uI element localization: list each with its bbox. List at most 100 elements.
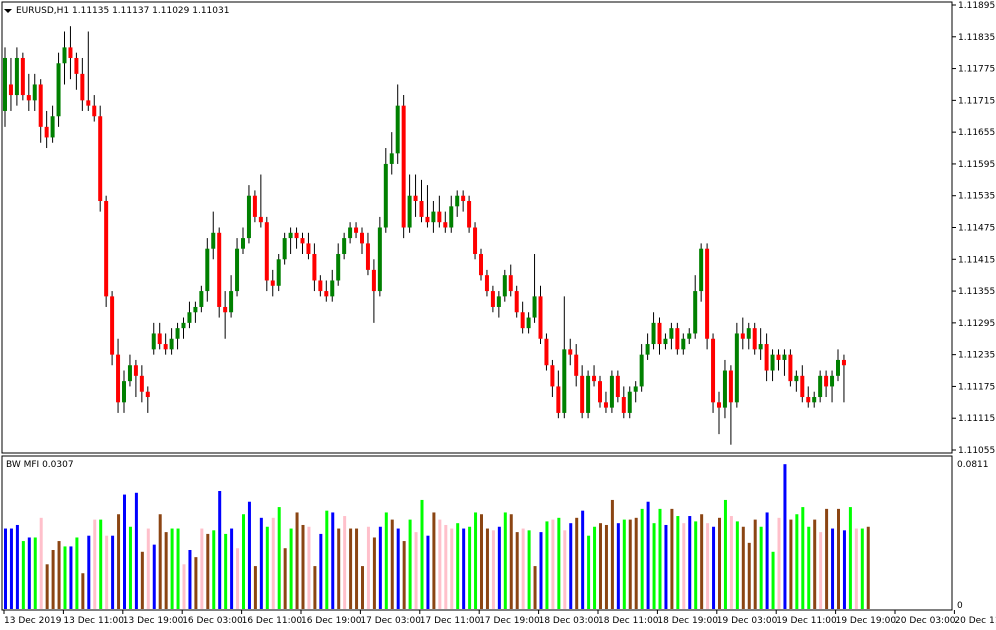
time-tick-label: 18 Dec 03:00 (539, 616, 600, 626)
candle-body (449, 206, 454, 228)
mfi-bar (63, 546, 67, 609)
mfi-bar (795, 514, 799, 609)
mfi-bar (140, 551, 144, 609)
candle-body (615, 375, 620, 398)
mfi-bar (384, 512, 388, 609)
candle-body (318, 280, 323, 292)
candle-body (532, 296, 537, 318)
mfi-bar (45, 564, 49, 609)
mfi-bar (480, 514, 483, 609)
candle-body (479, 253, 483, 276)
candle-body (514, 291, 519, 313)
candle-body (830, 375, 835, 387)
mfi-bar (759, 526, 763, 609)
candle-body (98, 116, 103, 202)
mfi-bar (491, 530, 495, 609)
candle-body (752, 328, 757, 350)
candlestick-series (3, 26, 846, 445)
mfi-bar (247, 501, 251, 609)
mfi-bar (307, 526, 311, 609)
mfi-bar (819, 532, 823, 609)
price-tick-label: 1.11775 (958, 65, 995, 75)
candle-body (544, 338, 549, 366)
mfi-bar (331, 512, 335, 609)
candle-body (38, 84, 43, 127)
price-tick-label: 1.11655 (958, 128, 995, 138)
mfi-bar (75, 537, 79, 609)
price-tick-label: 1.11295 (958, 319, 995, 329)
candle-body (782, 354, 787, 360)
mfi-bar (158, 514, 162, 609)
candle-body (592, 375, 597, 382)
price-tick-label: 1.11355 (958, 287, 995, 297)
mfi-bar (236, 548, 240, 609)
candle-body (538, 296, 543, 339)
candle-body (300, 238, 305, 244)
mfi-bar (438, 519, 442, 609)
candle-body (746, 328, 751, 339)
mfi-bar (539, 532, 543, 609)
candle-body (92, 105, 97, 117)
candle-body (693, 291, 698, 334)
indicator-title: BW MFI 0.0307 (6, 460, 74, 470)
mfi-bar (378, 526, 382, 609)
ohlc-readout: 1.11135 1.11137 1.11029 1.11031 (72, 6, 229, 16)
mfi-bar (569, 523, 573, 609)
mfi-bar (557, 517, 561, 609)
mfi-bar (718, 517, 721, 609)
mfi-bar (456, 523, 460, 609)
mfi-bar (670, 508, 674, 609)
mfi-bar (610, 499, 614, 609)
mfi-bar (735, 521, 739, 609)
mfi-bar (712, 526, 716, 609)
candle-body (669, 328, 674, 339)
candle-body (556, 386, 561, 413)
candle-body (728, 370, 733, 403)
indicator-min-label: 0 (957, 601, 963, 611)
candle-body (722, 370, 727, 408)
time-tick-label: 17 Dec 03:00 (360, 616, 421, 626)
mfi-bar (313, 566, 317, 609)
candle-body (699, 248, 704, 292)
mfi-bar (634, 517, 638, 609)
time-tick-label: 13 Dec 2019 (4, 616, 62, 626)
mfi-bar (146, 528, 150, 609)
candle-body (145, 391, 150, 398)
time-tick-label: 13 Dec 19:00 (123, 616, 184, 626)
candle-body (526, 317, 531, 329)
candle-body (574, 354, 579, 376)
mfi-bar (402, 541, 406, 609)
candle-body (461, 195, 466, 202)
mfi-bar (545, 521, 549, 609)
candle-body (342, 238, 347, 254)
mfi-bar (729, 516, 733, 609)
candle-body (371, 269, 376, 292)
candle-body (395, 105, 400, 154)
mfi-bar (414, 532, 418, 609)
candle-body (687, 333, 692, 339)
candle-body (14, 57, 19, 96)
time-tick-label: 20 Dec 03:00 (895, 616, 956, 626)
mfi-bar (69, 546, 73, 609)
candle-body (788, 354, 793, 382)
candle-body (758, 344, 763, 350)
mfi-bar (21, 541, 25, 609)
chevron-down-icon[interactable] (4, 9, 12, 13)
mfi-bar (319, 533, 323, 609)
mfi-bar (105, 535, 109, 609)
time-tick-label: 20 Dec 11:00 (954, 616, 996, 626)
candle-body (330, 280, 335, 297)
candle-body (306, 243, 311, 254)
mfi-bar (854, 528, 858, 609)
price-tick-label: 1.11415 (958, 255, 995, 265)
mfi-bar (93, 519, 97, 609)
candle-body (193, 306, 198, 313)
candle-body (116, 354, 121, 403)
candle-body (639, 354, 644, 387)
candle-body (312, 253, 317, 281)
candle-body (836, 359, 840, 376)
time-tick-label: 13 Dec 11:00 (63, 616, 124, 626)
candle-body (621, 397, 626, 413)
